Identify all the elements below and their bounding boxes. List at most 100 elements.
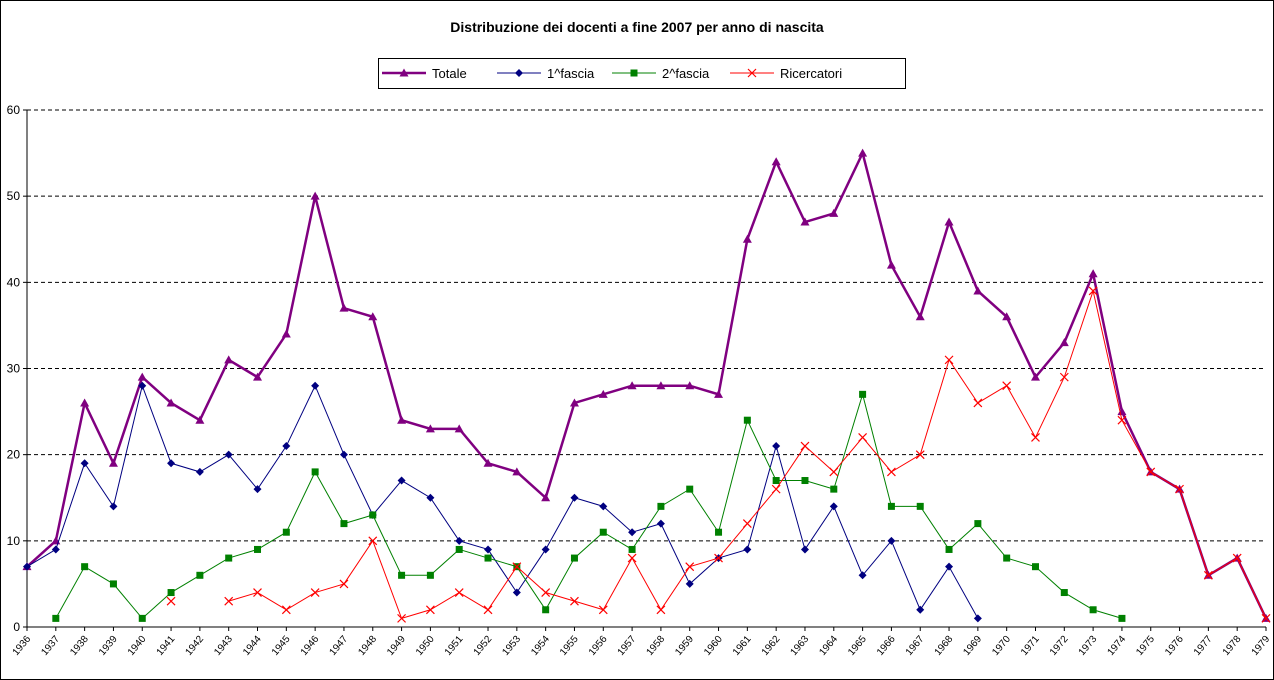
marker [599,502,608,511]
marker [886,260,896,269]
y-tick-label: 40 [7,275,21,289]
marker [483,605,493,615]
marker [1031,563,1039,571]
y-tick-label: 30 [7,362,21,376]
marker [944,217,954,226]
marker [628,528,637,537]
marker [397,415,407,424]
marker [455,536,464,545]
marker [570,493,579,502]
marker [224,450,233,459]
marker [1117,415,1127,425]
marker [81,563,89,571]
marker [426,493,435,502]
marker [1031,433,1040,442]
marker [974,520,982,528]
marker [368,536,378,546]
marker [656,605,666,615]
marker [281,605,291,615]
y-tick-label: 50 [7,189,21,203]
marker [310,588,320,597]
marker [628,545,636,553]
marker [657,502,665,510]
marker [425,424,435,433]
y-tick-label: 20 [7,448,21,462]
y-tick-label: 60 [7,103,21,117]
marker [630,69,638,77]
marker [80,398,90,407]
marker [1030,372,1040,381]
marker [973,286,983,295]
marker [1060,589,1068,597]
legend-marker [515,69,523,77]
marker [167,459,176,468]
series-line [55,392,1123,620]
marker [1059,372,1069,382]
marker [1002,381,1012,391]
marker [742,519,752,529]
legend-marker [747,68,757,78]
marker [253,588,262,597]
marker [656,381,666,390]
marker [109,580,117,588]
marker [282,442,291,451]
marker [398,571,406,579]
y-tick-label: 0 [13,620,20,634]
marker [829,502,838,511]
marker [1203,570,1213,580]
marker [772,477,780,485]
marker [598,605,608,615]
marker [973,398,983,408]
marker [108,458,118,467]
marker [887,536,896,545]
marker [801,477,809,485]
marker [455,545,463,553]
marker [916,502,924,510]
marker [800,545,809,554]
marker [569,398,579,407]
marker [1059,338,1069,347]
marker [915,312,925,321]
legend-label: Totale [432,66,467,81]
marker [339,303,349,312]
marker [225,554,233,562]
marker [339,450,348,459]
marker [715,528,723,536]
marker [340,520,348,528]
marker [886,467,896,477]
marker [166,398,176,407]
marker [483,458,493,467]
marker [541,545,550,554]
marker [598,389,608,398]
chart-title: Distribuzione dei docenti a fine 2007 pe… [450,19,824,35]
marker [109,502,118,511]
marker [772,442,781,451]
marker [196,571,204,579]
marker [656,519,665,528]
marker [52,614,60,622]
marker [599,528,607,536]
marker [541,493,551,502]
marker [80,459,89,468]
marker [541,588,551,597]
marker [1088,286,1098,296]
marker [425,605,435,615]
marker [138,614,146,622]
marker [454,424,464,433]
marker [224,355,234,364]
marker [743,545,752,554]
series-line [26,384,979,619]
marker [916,605,925,614]
marker [945,545,953,553]
marker [484,545,493,554]
marker [253,485,262,494]
marker [512,467,522,476]
marker [858,433,868,442]
marker [311,381,320,390]
marker [973,614,982,623]
marker [800,441,810,451]
marker [945,562,954,571]
